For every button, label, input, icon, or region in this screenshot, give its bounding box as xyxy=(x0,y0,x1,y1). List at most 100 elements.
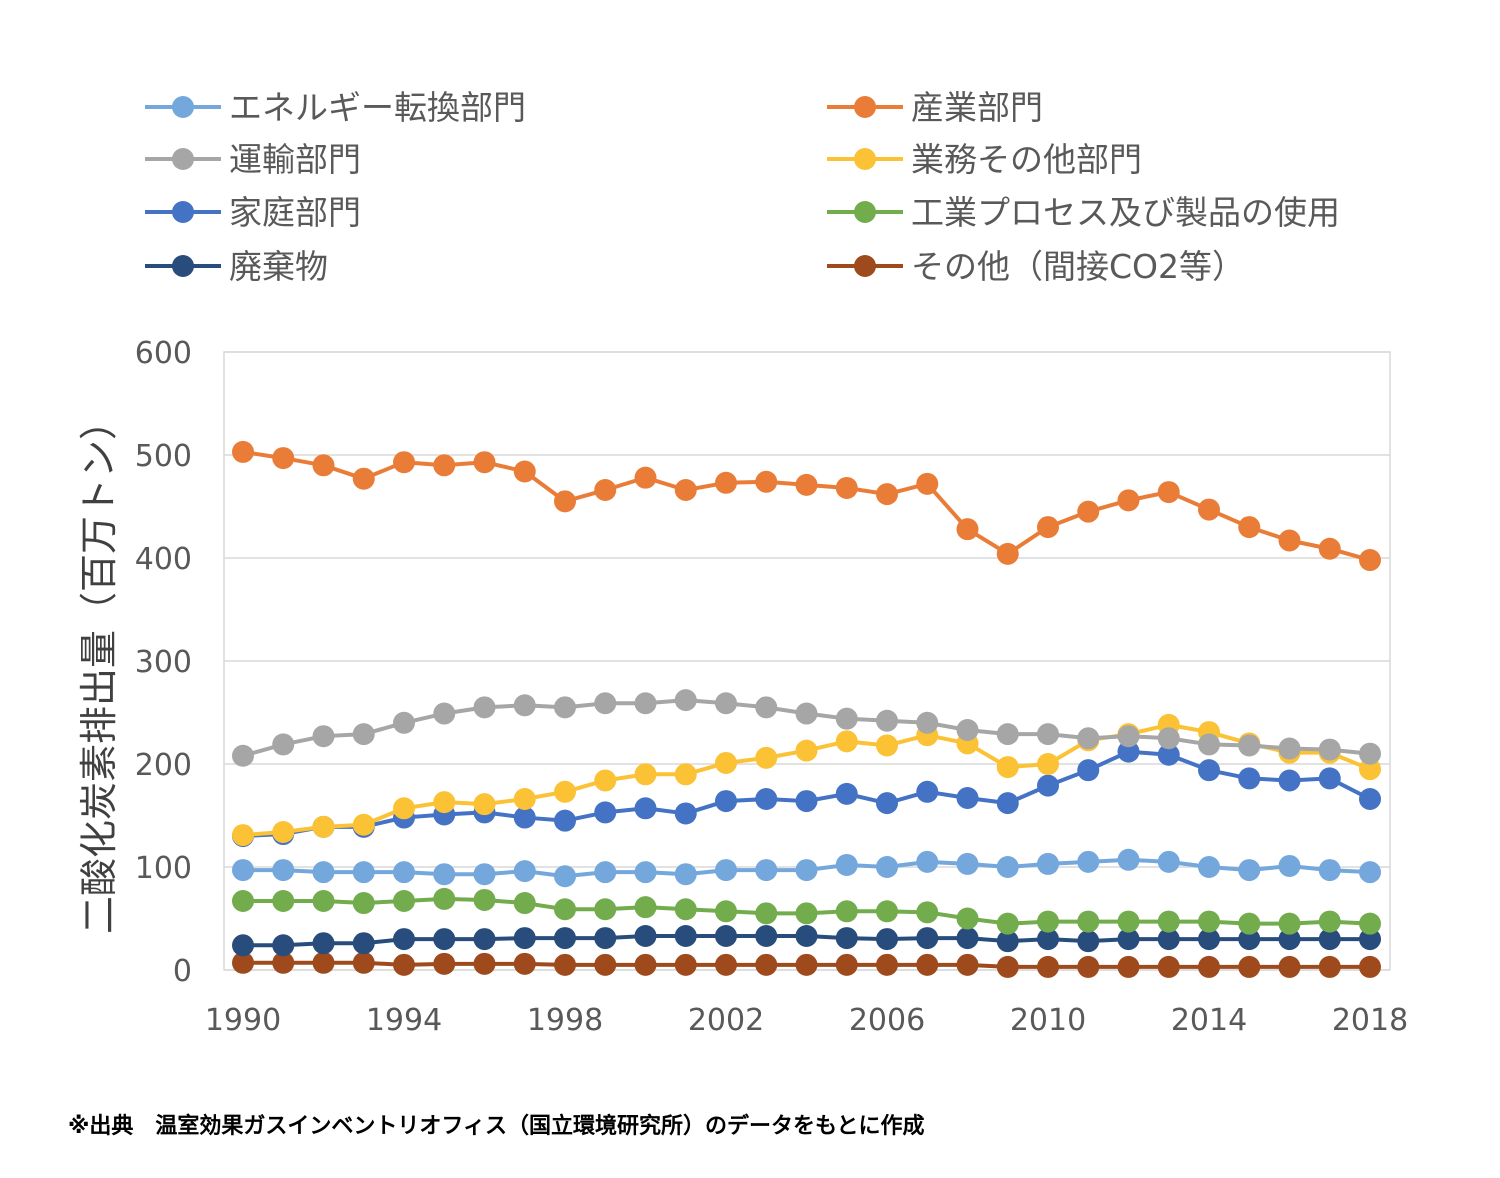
data-point xyxy=(1238,928,1261,951)
data-point xyxy=(473,928,496,951)
data-point xyxy=(272,951,295,974)
y-tick-label: 400 xyxy=(135,542,192,577)
series-0 xyxy=(232,848,1381,888)
data-point xyxy=(473,793,496,816)
data-point xyxy=(312,932,335,955)
legend-label: 業務その他部門 xyxy=(911,140,1142,179)
data-point xyxy=(1037,852,1059,875)
data-point xyxy=(433,952,456,975)
data-point xyxy=(835,476,858,499)
data-point xyxy=(513,806,536,829)
data-point xyxy=(1117,848,1140,871)
data-point xyxy=(513,788,536,811)
data-point xyxy=(1318,767,1341,790)
data-point xyxy=(1278,854,1301,877)
data-point xyxy=(715,900,737,923)
data-point xyxy=(433,791,456,814)
data-point xyxy=(1077,727,1100,750)
data-point xyxy=(916,927,939,950)
data-point xyxy=(1077,500,1100,523)
legend-item: 廃棄物 xyxy=(145,247,328,286)
legend-item: 家庭部門 xyxy=(145,193,361,232)
data-point xyxy=(956,852,979,875)
data-point xyxy=(594,861,617,884)
data-point xyxy=(795,473,818,496)
data-point xyxy=(352,892,375,915)
data-point xyxy=(835,782,858,805)
data-point xyxy=(835,853,858,876)
series-2 xyxy=(232,689,1381,767)
data-point xyxy=(1198,759,1220,782)
data-point xyxy=(232,824,254,847)
data-point xyxy=(1077,850,1100,873)
data-point xyxy=(634,763,657,786)
data-point xyxy=(352,861,375,884)
data-point xyxy=(1198,733,1220,756)
data-point xyxy=(715,692,737,715)
data-point xyxy=(513,927,536,950)
data-point xyxy=(634,797,657,820)
data-point xyxy=(835,707,858,730)
data-point xyxy=(1359,861,1381,884)
data-point xyxy=(634,896,657,919)
data-point xyxy=(1198,955,1220,978)
data-point xyxy=(393,928,415,951)
data-point xyxy=(1238,859,1261,882)
data-point xyxy=(1117,910,1140,933)
data-point xyxy=(1359,788,1381,811)
data-point xyxy=(795,790,818,813)
data-point xyxy=(594,953,617,976)
data-point xyxy=(473,863,496,886)
data-point xyxy=(352,932,375,955)
data-point xyxy=(433,702,456,725)
data-point xyxy=(312,725,335,748)
data-point xyxy=(956,953,979,976)
legend-swatch-marker xyxy=(854,255,876,277)
data-point xyxy=(1278,769,1301,792)
data-point xyxy=(835,900,858,923)
data-point xyxy=(554,898,576,921)
data-point xyxy=(594,801,617,824)
data-point xyxy=(755,470,778,493)
data-point xyxy=(1278,737,1301,760)
legend-item: 業務その他部門 xyxy=(827,140,1142,179)
legend-swatch-marker xyxy=(172,148,194,170)
data-point xyxy=(1037,723,1059,746)
data-point xyxy=(996,912,1019,935)
data-point xyxy=(916,472,939,495)
data-point xyxy=(352,723,375,746)
data-point xyxy=(1117,928,1140,951)
data-point xyxy=(272,447,295,470)
series-5 xyxy=(232,887,1381,935)
y-axis-label: 二酸化炭素排出量（百万トン） xyxy=(77,402,121,934)
data-point xyxy=(674,479,697,502)
data-point xyxy=(513,860,536,883)
legend-label: エネルギー転換部門 xyxy=(229,88,526,127)
data-point xyxy=(554,490,576,513)
data-point xyxy=(1037,774,1059,797)
legend-swatch-marker xyxy=(854,96,876,118)
series-7 xyxy=(232,951,1381,978)
data-point xyxy=(513,952,536,975)
data-point xyxy=(835,953,858,976)
data-point xyxy=(795,702,818,725)
data-point xyxy=(232,859,254,882)
data-point xyxy=(1077,910,1100,933)
data-point xyxy=(1278,928,1301,951)
data-point xyxy=(715,471,737,494)
data-point xyxy=(674,763,697,786)
data-point xyxy=(1157,955,1180,978)
data-point xyxy=(674,689,697,712)
x-tick-label: 2018 xyxy=(1332,1003,1408,1038)
data-point xyxy=(1198,928,1220,951)
data-point xyxy=(473,952,496,975)
data-point xyxy=(755,696,778,719)
legend-label: その他（間接CO2等） xyxy=(911,247,1245,286)
y-tick-label: 0 xyxy=(173,954,192,989)
data-point xyxy=(594,927,617,950)
data-point xyxy=(352,813,375,836)
data-point xyxy=(876,792,898,815)
data-point xyxy=(1157,850,1180,873)
